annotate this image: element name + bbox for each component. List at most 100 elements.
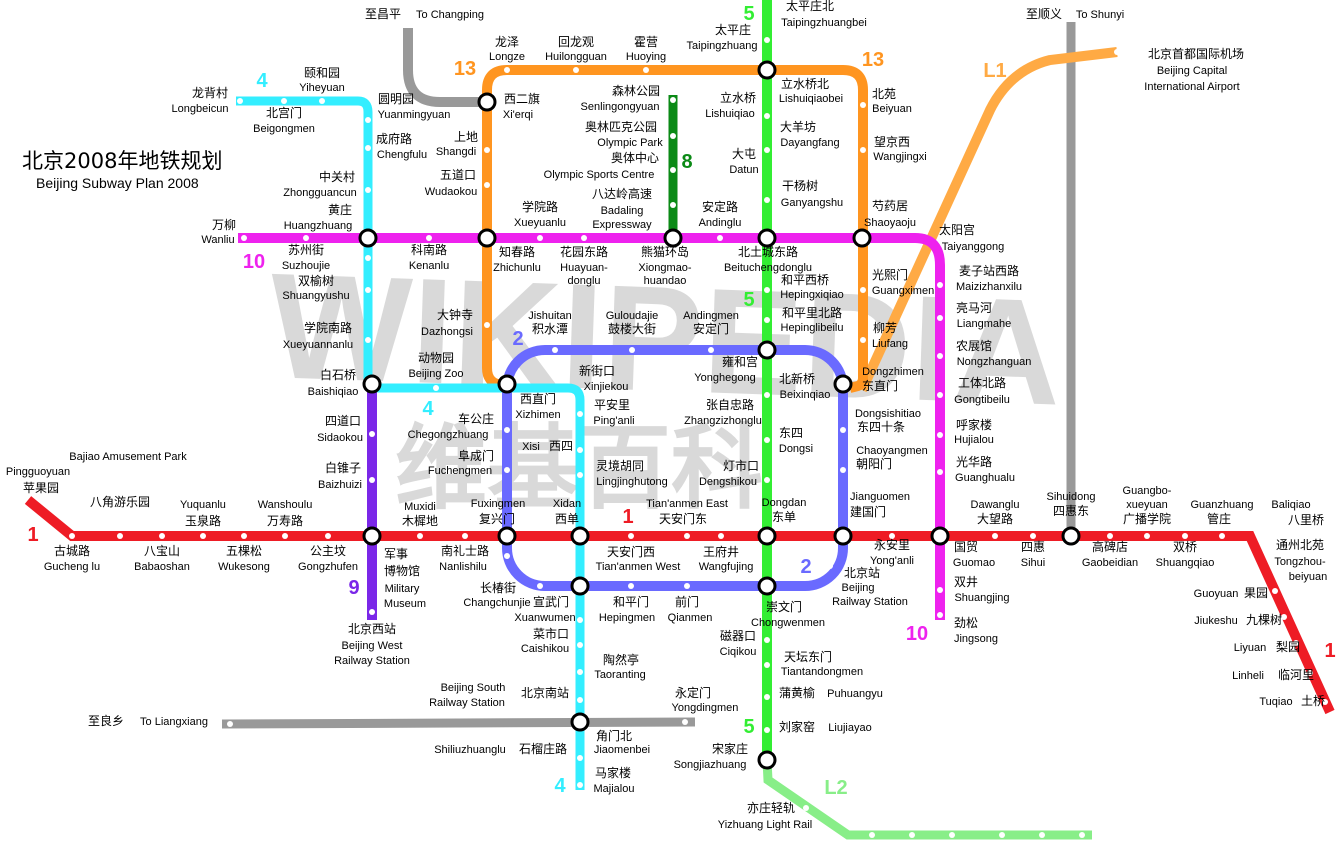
station-name-en: Shuangqiao: [1156, 557, 1215, 569]
station-name-zh: 建国门: [850, 504, 886, 519]
line-number-label: 4: [554, 775, 566, 797]
station-name-en: Huoying: [626, 51, 666, 63]
station-name-en: Babaoshan: [134, 561, 190, 573]
station-name-zh: 八角游乐园: [90, 495, 150, 509]
station-name-zh: 奥林匹克公园: [585, 120, 657, 134]
station-name-zh: 角门北: [596, 728, 632, 743]
station-name-en: donglu: [567, 275, 600, 287]
station-name-zh: 天安门西: [607, 544, 655, 559]
station-name-en: Wangjingxi: [873, 151, 926, 163]
station-name-en: Guanzhuang: [1191, 499, 1254, 511]
station-name-en: Changchunjie: [463, 597, 530, 609]
station-name-zh: 黄庄: [328, 202, 352, 217]
station-name-en: Kenanlu: [409, 260, 449, 272]
station-name-en: Chengfulu: [377, 149, 427, 161]
station-name-en: Guangbo-: [1123, 485, 1172, 497]
station-name-zh: 霍营: [634, 35, 658, 49]
station-name-en: Shangdi: [436, 146, 476, 158]
line-number-label: 8: [681, 151, 692, 173]
station-name-zh: 陶然亭: [603, 652, 639, 667]
station-name-zh: 马家楼: [595, 765, 631, 780]
station-name-en: Expressway: [592, 219, 652, 231]
station-name-en: Yongdingmen: [672, 702, 739, 714]
station-name-zh: 前门: [675, 594, 699, 609]
station-name-en: Nongzhanguan: [957, 356, 1032, 368]
station-name-zh: 军事: [384, 547, 408, 561]
station-name-en: Yiheyuan: [299, 82, 344, 94]
station-name-en: Taoranting: [594, 669, 645, 681]
station-name-en: Ciqikou: [720, 646, 757, 658]
station-name-zh: 亦庄轻轨: [747, 800, 795, 815]
line-number-label: 13: [454, 58, 476, 80]
station-name-en: Wukesong: [218, 561, 270, 573]
station-name-en: Senlingongyuan: [581, 101, 660, 113]
station-name-zh: 双桥: [1173, 540, 1197, 554]
station-name-en: Guomao: [953, 557, 995, 569]
station-name-zh: 龙背村: [192, 86, 228, 100]
station-name-en: Caishikou: [521, 643, 569, 655]
station-name-zh: 白石桥: [320, 367, 356, 382]
station-name-zh: 望京西: [874, 135, 910, 149]
station-name-en: Suzhoujie: [282, 260, 330, 272]
line-changping: [403, 28, 485, 107]
station-name-en: Zhichunlu: [493, 262, 541, 274]
station-name-en: Railway Station: [334, 655, 410, 667]
station-name-zh: 和平西桥: [781, 273, 829, 287]
line-number-label: 10: [243, 251, 265, 273]
station-name-zh: 北宫门: [266, 105, 302, 120]
station-name-en: Badaling: [601, 205, 644, 217]
station-name-zh: 国贸: [954, 540, 978, 554]
station-name-zh: 阜成门: [458, 448, 494, 463]
station-name-en: Olympic Sports Centre: [544, 169, 655, 181]
station-name-zh: 复兴门: [479, 511, 515, 526]
station-name-en: Lingjinghutong: [596, 476, 668, 488]
station-name-en: Museum: [384, 598, 426, 610]
station-name-en: Shuangjing: [954, 592, 1009, 604]
station-name-zh: 立水桥北: [781, 76, 829, 91]
station-name-zh: 学院南路: [304, 320, 352, 335]
station-name-zh: 西二旗: [504, 91, 540, 106]
line-labels: 1 1 1 2 2 4 4 4 5 5 5 8 9 10 10 13 13 L1 L2: [27, 3, 1335, 799]
station-name-en: Linheli: [1232, 670, 1264, 682]
station-name-zh: 大屯: [732, 147, 756, 161]
station-name-en: Sidaokou: [317, 432, 363, 444]
station-name-en: Majialou: [594, 783, 635, 795]
station-name-en: Andinglu: [699, 217, 742, 229]
station-name-en: Dengshikou: [699, 476, 757, 488]
station-name-zh: 通州北苑: [1276, 538, 1324, 552]
station-name-en: Yong'anli: [870, 555, 914, 567]
station-name-zh: 呼家楼: [956, 417, 992, 432]
station-name-zh: 劲松: [954, 616, 978, 630]
station-name-en: Hujialou: [954, 434, 994, 446]
station-name-en: Ganyangshu: [781, 197, 843, 209]
station-name-zh: 古城路: [54, 543, 90, 558]
station-name-zh: 朝阳门: [856, 456, 892, 471]
station-name-zh: 至良乡: [88, 713, 124, 728]
station-name-zh: 公主坟: [310, 544, 346, 558]
station-name-zh: 天安门东: [659, 511, 707, 526]
station-name-en: Xuanwumen: [514, 612, 575, 624]
station-name-zh: 永定门: [675, 685, 711, 700]
station-name-en: Dongdan: [762, 497, 807, 509]
station-name-zh: 大望路: [977, 511, 1013, 526]
watermark-en: WIKIPEDIA: [267, 241, 1064, 437]
station-name-zh: 北京首都国际机场: [1148, 47, 1244, 61]
line-number-label: 1: [622, 506, 633, 528]
station-name-zh: 石榴庄路: [519, 741, 567, 756]
station-name-zh: 八宝山: [144, 544, 180, 558]
station-name-zh: 四道口: [325, 414, 361, 428]
station-name-zh: 大钟寺: [437, 307, 473, 322]
station-name-en: Beijing South: [441, 682, 506, 694]
line-liangxiang: [221, 717, 696, 729]
station-name-zh: 花园东路: [560, 244, 608, 259]
station-name-en: Jianguomen: [850, 491, 910, 503]
station-name-zh: 至顺义: [1026, 7, 1062, 21]
station-name-en: Beixinqiao: [780, 389, 831, 401]
station-name-en: To Shunyi: [1076, 9, 1124, 21]
line-number-label: 2: [512, 328, 523, 350]
station-name-en: Baizhuizi: [318, 479, 362, 491]
station-name-zh: 南礼士路: [441, 543, 489, 558]
station-name-zh: 五棵松: [226, 543, 262, 558]
station-name-en: Guloudajie: [606, 310, 659, 322]
